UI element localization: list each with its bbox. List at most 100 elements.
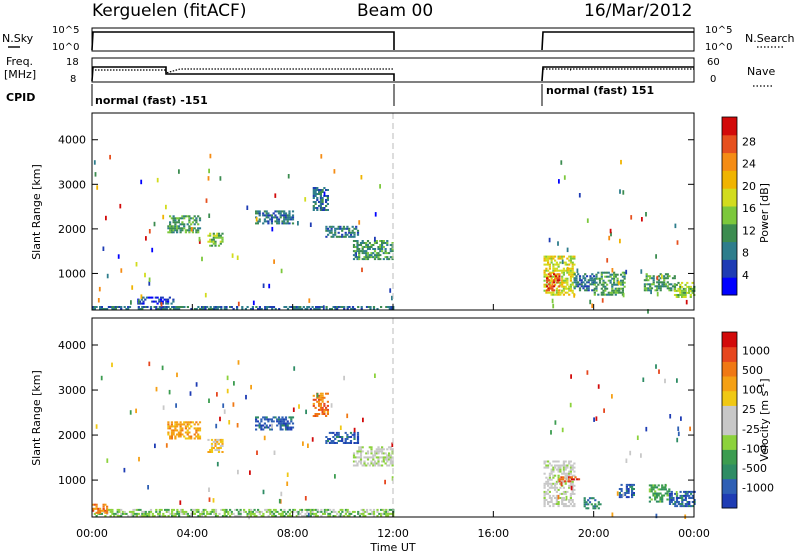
heatmap-cell <box>200 306 204 308</box>
heatmap-cell <box>274 216 277 219</box>
heatmap-cell <box>174 421 177 424</box>
heatmap-cell <box>216 236 219 239</box>
heatmap-cell <box>288 512 291 515</box>
heatmap-cell <box>341 227 344 230</box>
heatmap-cell <box>562 470 565 473</box>
heatmap-cell <box>314 189 317 191</box>
heatmap-cell <box>191 231 194 234</box>
heatmap-cell <box>588 501 592 504</box>
heatmap-cell <box>365 258 368 261</box>
heatmap-cell <box>325 195 328 197</box>
heatmap-cell <box>547 291 550 294</box>
heatmap-cell <box>195 217 198 220</box>
heatmap-cell <box>276 210 279 213</box>
heatmap-cell <box>370 244 373 246</box>
heatmap-cell <box>543 269 546 272</box>
heatmap-cell <box>221 232 224 235</box>
heatmap-cell <box>164 515 167 517</box>
heatmap-cell <box>306 508 309 511</box>
heatmap-cell <box>659 285 662 288</box>
heatmap-cell <box>550 430 552 435</box>
heatmap-cell <box>177 221 180 224</box>
heatmap-cell <box>363 242 366 244</box>
colorbar-swatch <box>722 405 737 421</box>
heatmap-cell <box>214 442 217 445</box>
heatmap-cell <box>334 510 337 513</box>
heatmap-cell <box>181 306 184 308</box>
heatmap-cell <box>552 255 555 258</box>
heatmap-cell <box>561 255 564 258</box>
heatmap-cell <box>629 485 632 488</box>
heatmap-cell <box>591 279 594 282</box>
heatmap-cell <box>642 377 645 382</box>
heatmap-cell <box>348 306 351 308</box>
x-tick-label: 16:00 <box>477 527 509 540</box>
heatmap-cell <box>558 179 560 184</box>
nsearch-tick-top: 10^5 <box>705 25 732 36</box>
heatmap-cell <box>663 285 666 288</box>
heatmap-cell <box>100 306 103 308</box>
heatmap-cell <box>351 510 355 513</box>
heatmap-cell <box>239 515 242 517</box>
colorbar-tick-label: 8 <box>742 247 749 260</box>
heatmap-cell <box>320 515 323 517</box>
heatmap-cell <box>564 261 567 264</box>
heatmap-cell <box>319 408 322 411</box>
heatmap-cell <box>165 510 168 513</box>
heatmap-cell <box>255 515 258 517</box>
heatmap-cell <box>548 478 551 481</box>
heatmap-cell <box>99 306 102 308</box>
heatmap-cell <box>356 242 359 244</box>
heatmap-cell <box>97 298 100 303</box>
heatmap-cell <box>377 248 380 250</box>
heatmap-cell <box>161 296 164 299</box>
heatmap-cell <box>314 398 317 401</box>
heatmap-cell <box>613 279 616 282</box>
heatmap-cell <box>141 512 144 515</box>
heatmap-cell <box>550 482 553 485</box>
heatmap-cell <box>566 472 569 475</box>
heatmap-cell <box>184 431 187 434</box>
heatmap-cell <box>666 498 669 501</box>
heatmap-cell <box>277 422 281 425</box>
heatmap-cell <box>97 507 100 510</box>
heatmap-cell <box>609 279 612 282</box>
heatmap-cell <box>377 464 380 467</box>
heatmap-cell <box>668 275 671 278</box>
heatmap-cell <box>384 452 387 455</box>
heatmap-cell <box>543 501 546 503</box>
heatmap-cell <box>111 308 114 310</box>
heatmap-cell <box>648 496 651 499</box>
heatmap-cell <box>683 490 686 493</box>
heatmap-cell <box>329 508 332 511</box>
heatmap-cell <box>551 281 554 284</box>
heatmap-cell <box>193 437 196 440</box>
heatmap-cell <box>654 486 657 489</box>
heatmap-cell <box>279 418 282 421</box>
heatmap-cell <box>592 507 595 510</box>
heatmap-cell <box>137 508 140 511</box>
heatmap-cell <box>377 254 380 257</box>
heatmap-cell <box>219 447 222 449</box>
heatmap-cell <box>589 299 592 305</box>
heatmap-cell <box>648 484 651 487</box>
heatmap-cell <box>654 496 657 499</box>
heatmap-cell <box>557 474 560 477</box>
heatmap-cell <box>337 515 340 517</box>
heatmap-cell <box>273 259 275 264</box>
heatmap-cell <box>543 273 546 276</box>
heatmap-cell <box>620 496 623 499</box>
heatmap-cell <box>255 418 258 421</box>
heatmap-cell <box>609 281 612 284</box>
heatmap-cell <box>321 400 324 403</box>
heatmap-cell <box>170 421 173 424</box>
heatmap-cell <box>351 308 355 310</box>
heatmap-cell <box>655 364 657 369</box>
heatmap-cell <box>174 427 177 430</box>
heatmap-cell <box>270 418 273 421</box>
heatmap-cell <box>645 426 648 432</box>
heatmap-cell <box>274 416 277 419</box>
heatmap-cell <box>172 433 175 436</box>
heatmap-cell <box>349 431 353 434</box>
heatmap-cell <box>594 499 597 502</box>
